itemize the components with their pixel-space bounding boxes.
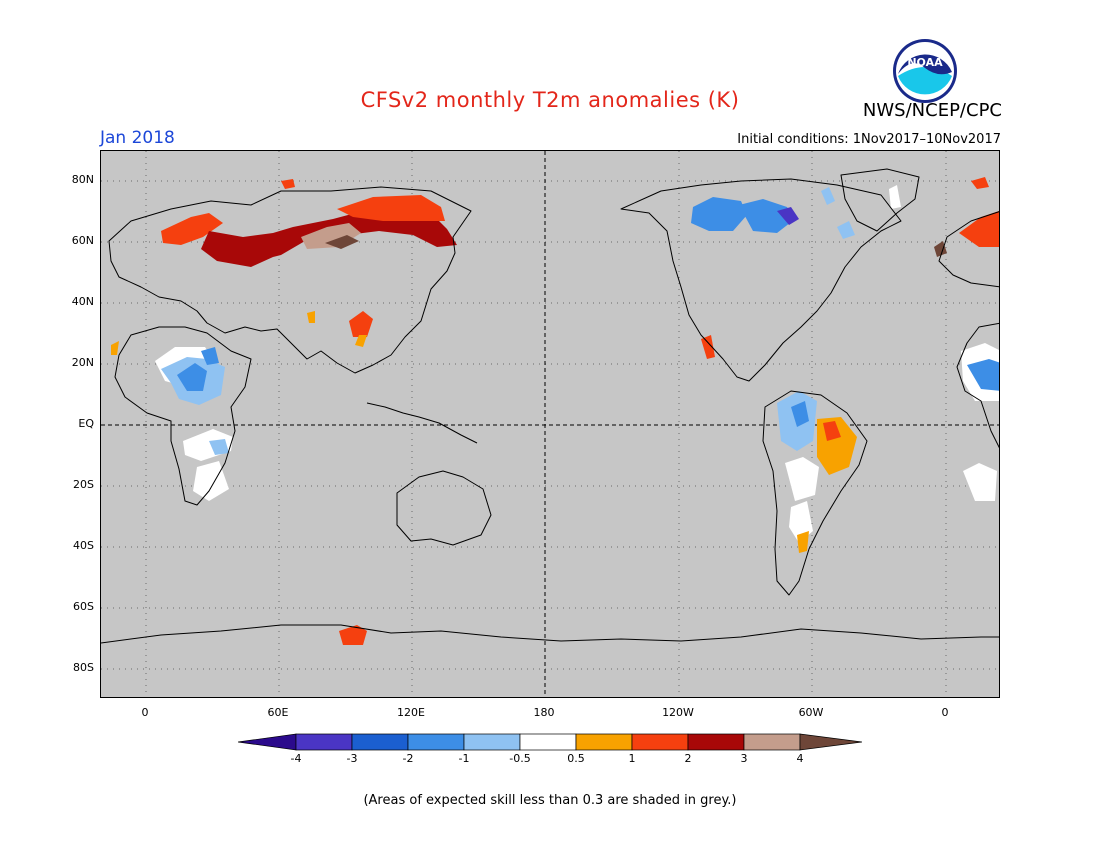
coastlines: [101, 168, 999, 644]
lat-label-60s: 60S: [73, 600, 94, 613]
eurasia-outline: [108, 186, 472, 374]
lat-label-eq: EQ: [78, 417, 94, 430]
lon-label-60w: 60W: [798, 706, 824, 719]
greenland-outline: [840, 168, 920, 232]
lat-label-80s: 80S: [73, 661, 94, 674]
colorbar-tick-label: 4: [796, 752, 804, 765]
colorbar-arrow-high: [799, 733, 862, 751]
noaa-logo: NOAA: [892, 38, 958, 104]
lon-label-60e: 60E: [267, 706, 289, 719]
colorbar-bin: [631, 733, 689, 751]
colorbar-tick-label: 3: [740, 752, 748, 765]
south-america-outline: [762, 390, 868, 596]
lon-label-120e: 120E: [397, 706, 425, 719]
lon-label-0-west: 0: [141, 706, 149, 719]
colorbar-tick-label: 0.5: [567, 752, 585, 765]
lat-label-60n: 60N: [71, 234, 94, 247]
map-title: CFSv2 monthly T2m anomalies (K): [360, 88, 740, 112]
colorbar-bin: [687, 733, 745, 751]
equator-dateline: [101, 151, 999, 697]
lat-label-80n: 80N: [71, 173, 94, 186]
world-map: [101, 151, 999, 697]
lon-label-0-east: 0: [941, 706, 949, 719]
initial-conditions-label: Initial conditions: 1Nov2017–10Nov2017: [737, 132, 1001, 147]
colorbar-bin: [519, 733, 577, 751]
lat-label-20s: 20S: [73, 478, 94, 491]
colorbar-bin: [295, 733, 353, 751]
anomaly-colorbar: [238, 733, 862, 751]
colorbar-arrow-low: [238, 733, 297, 751]
lon-label-180: 180: [533, 706, 555, 719]
colorbar-tick-label: -0.5: [509, 752, 531, 765]
colorbar-tick-label: 1: [628, 752, 636, 765]
colorbar-tick-label: -1: [458, 752, 470, 765]
africa-outline: [114, 326, 252, 506]
colorbar-bin: [743, 733, 801, 751]
antarctica-outline: [101, 624, 999, 644]
agency-label: NWS/NCEP/CPC: [862, 100, 1002, 121]
anomaly-shading: [111, 177, 999, 645]
lon-label-120w: 120W: [662, 706, 694, 719]
lat-label-40n: 40N: [71, 295, 94, 308]
colorbar-tick-label: -3: [346, 752, 358, 765]
graticule: [101, 151, 999, 697]
skill-footnote: (Areas of expected skill less than 0.3 a…: [363, 793, 737, 808]
colorbar-tick-label: -2: [402, 752, 414, 765]
world-map-panel: [100, 150, 1000, 698]
target-month-label: Jan 2018: [100, 128, 175, 148]
north-america-outline: [620, 178, 902, 382]
lat-label-40s: 40S: [73, 539, 94, 552]
colorbar-tick-label: 2: [684, 752, 692, 765]
africa-repeat-outline: [956, 322, 999, 449]
lat-label-20n: 20N: [71, 356, 94, 369]
noaa-logo-text: NOAA: [907, 56, 943, 69]
maritime-se-asia-outline: [366, 402, 478, 444]
australia-outline: [396, 470, 492, 546]
europe-repeat-outline: [938, 211, 999, 288]
colorbar-bin: [463, 733, 521, 751]
colorbar-bin: [407, 733, 465, 751]
colorbar-tick-label: -4: [290, 752, 302, 765]
colorbar-bin: [351, 733, 409, 751]
colorbar-bin: [575, 733, 633, 751]
